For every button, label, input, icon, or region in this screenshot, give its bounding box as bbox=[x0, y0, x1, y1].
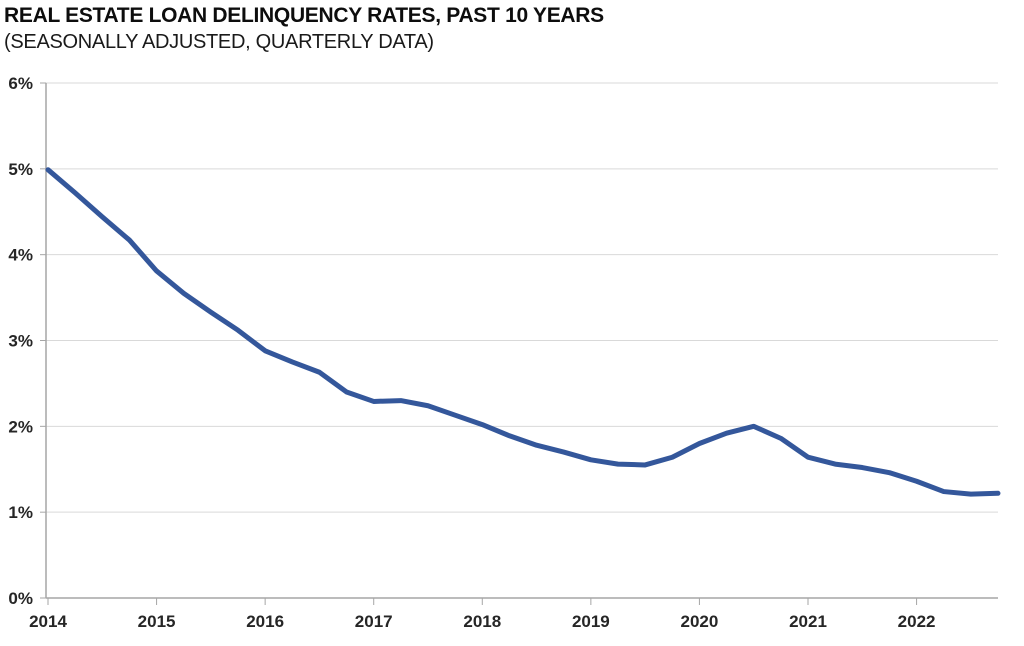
x-tick-label: 2021 bbox=[789, 612, 827, 631]
x-tick-label: 2022 bbox=[898, 612, 936, 631]
chart-title: REAL ESTATE LOAN DELINQUENCY RATES, PAST… bbox=[4, 4, 604, 27]
y-tick-label: 4% bbox=[8, 246, 33, 265]
x-tick-label: 2014 bbox=[29, 612, 67, 631]
x-tick-label: 2016 bbox=[246, 612, 284, 631]
delinquency-rate-line bbox=[45, 167, 1001, 497]
x-tick-label: 2019 bbox=[572, 612, 610, 631]
y-tick-label: 2% bbox=[8, 417, 33, 436]
chart-subtitle: (SEASONALLY ADJUSTED, QUARTERLY DATA) bbox=[4, 31, 434, 53]
y-tick-label: 5% bbox=[8, 160, 33, 179]
x-tick-label: 2015 bbox=[138, 612, 176, 631]
y-tick-label: 1% bbox=[8, 503, 33, 522]
x-tick-label: 2020 bbox=[681, 612, 719, 631]
y-tick-label: 6% bbox=[8, 74, 33, 93]
y-tick-label: 0% bbox=[8, 589, 33, 608]
y-tick-label: 3% bbox=[8, 332, 33, 351]
x-tick-label: 2018 bbox=[463, 612, 501, 631]
x-tick-label: 2017 bbox=[355, 612, 393, 631]
